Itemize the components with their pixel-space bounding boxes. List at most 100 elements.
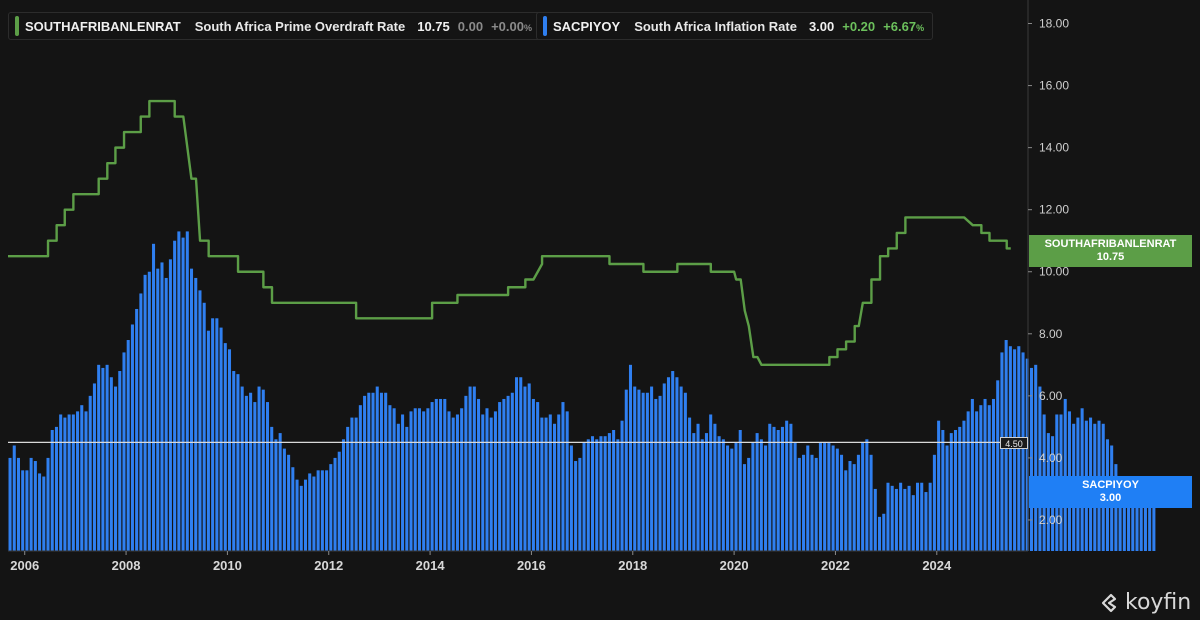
- inflation-bar: [827, 442, 831, 551]
- inflation-bar: [662, 383, 666, 551]
- inflation-bar: [531, 398, 535, 551]
- inflation-bar: [215, 318, 219, 551]
- inflation-bar: [409, 411, 413, 551]
- y-tick-label: 10.00: [1039, 265, 1069, 279]
- inflation-bar: [1143, 492, 1147, 551]
- inflation-bar: [633, 386, 637, 551]
- inflation-bar: [164, 277, 168, 551]
- inflation-bar: [472, 386, 476, 551]
- inflation-bar: [878, 516, 882, 551]
- inflation-bar: [899, 482, 903, 551]
- inflation-bar: [949, 433, 953, 551]
- inflation-bar: [1152, 488, 1156, 551]
- y-tick-label: 2.00: [1039, 513, 1063, 527]
- inflation-bar: [637, 389, 641, 551]
- tag-symbol: SOUTHAFRIBANLENRAT: [1044, 238, 1177, 250]
- inflation-bar: [299, 485, 303, 551]
- inflation-bar: [688, 417, 692, 551]
- inflation-bar: [249, 392, 253, 551]
- inflation-bar: [190, 268, 194, 551]
- inflation-bar: [227, 349, 232, 551]
- inflation-bar: [894, 488, 898, 551]
- inflation-bar: [548, 414, 552, 551]
- legend-prime-rate[interactable]: SOUTHAFRIBANLENRAT South Africa Prime Ov…: [8, 12, 541, 40]
- inflation-bar: [873, 488, 877, 551]
- inflation-bar: [1118, 495, 1122, 551]
- legend-inflation[interactable]: SACPIYOY South Africa Inflation Rate 3.0…: [536, 12, 934, 40]
- inflation-bar: [219, 327, 223, 551]
- inflation-bar: [764, 445, 768, 551]
- inflation-bar: [413, 408, 417, 551]
- inflation-bar: [25, 470, 29, 551]
- inflation-bar: [679, 386, 683, 551]
- inflation-bar: [185, 231, 189, 551]
- inflation-bar: [536, 402, 540, 551]
- legend-symbol: SOUTHAFRIBANLENRAT: [25, 18, 181, 34]
- prime-rate-line-path: [8, 99, 1011, 367]
- inflation-bar: [1013, 349, 1017, 551]
- inflation-bar: [776, 429, 780, 551]
- inflation-bar: [1029, 367, 1033, 551]
- inflation-bar: [1127, 488, 1131, 551]
- inflation-bar: [363, 395, 367, 551]
- inflation-bar: [924, 492, 928, 551]
- inflation-bar: [510, 392, 514, 551]
- inflation-bar: [755, 433, 759, 551]
- y-tick-label: 8.00: [1039, 327, 1063, 341]
- legend-symbol: SACPIYOY: [553, 18, 621, 34]
- inflation-bar: [890, 485, 894, 551]
- inflation-bar: [126, 340, 130, 551]
- inflation-bar: [354, 417, 358, 551]
- inflation-bar: [886, 482, 890, 551]
- legend-value: 3.00: [808, 18, 835, 34]
- inflation-price-tag: SACPIYOY 3.00: [1029, 476, 1192, 508]
- inflation-bar: [320, 470, 324, 551]
- inflation-bar: [903, 488, 907, 551]
- inflation-bar: [1122, 492, 1126, 551]
- inflation-bar: [650, 386, 654, 551]
- inflation-bar: [814, 457, 818, 551]
- x-tick-label: 2018: [618, 558, 647, 573]
- inflation-bar: [975, 411, 979, 551]
- inflation-bar: [122, 352, 126, 551]
- inflation-bar: [67, 414, 71, 551]
- inflation-bar: [257, 386, 261, 551]
- inflation-bar: [358, 405, 362, 551]
- inflation-bar: [253, 402, 257, 551]
- inflation-bar: [569, 445, 573, 551]
- inflation-bar: [751, 442, 755, 551]
- inflation-bar: [282, 448, 286, 551]
- inflation-bar: [519, 377, 523, 551]
- inflation-bar: [202, 302, 206, 551]
- inflation-bar: [966, 411, 970, 551]
- inflation-bar: [371, 392, 375, 551]
- y-tick-label: 14.00: [1039, 141, 1069, 155]
- inflation-bar: [211, 318, 215, 551]
- inflation-bar: [945, 445, 949, 551]
- inflation-bar: [160, 262, 164, 551]
- inflation-bar: [734, 442, 738, 551]
- inflation-bar: [16, 457, 20, 551]
- inflation-bar: [713, 423, 717, 551]
- inflation-bar: [704, 433, 708, 551]
- legend-swatch: [15, 16, 19, 36]
- inflation-bar: [1025, 358, 1029, 551]
- inflation-bar: [287, 454, 291, 551]
- inflation-bar: [675, 377, 679, 551]
- inflation-bar: [105, 364, 109, 551]
- inflation-bar: [236, 374, 240, 551]
- inflation-bar: [1063, 398, 1067, 551]
- inflation-bar: [59, 414, 63, 551]
- inflation-bar: [84, 411, 88, 551]
- inflation-bar: [240, 386, 244, 551]
- inflation-bar: [223, 343, 227, 551]
- inflation-bar: [565, 411, 569, 551]
- inflation-bar: [295, 479, 299, 551]
- prime-rate-price-tag: SOUTHAFRIBANLENRAT 10.75: [1029, 235, 1192, 267]
- inflation-bar: [831, 445, 835, 551]
- y-tick-label: 18.00: [1039, 17, 1069, 31]
- inflation-bar: [553, 423, 557, 551]
- x-tick-label: 2014: [416, 558, 446, 573]
- inflation-bar: [29, 457, 33, 551]
- inflation-bar: [616, 439, 620, 551]
